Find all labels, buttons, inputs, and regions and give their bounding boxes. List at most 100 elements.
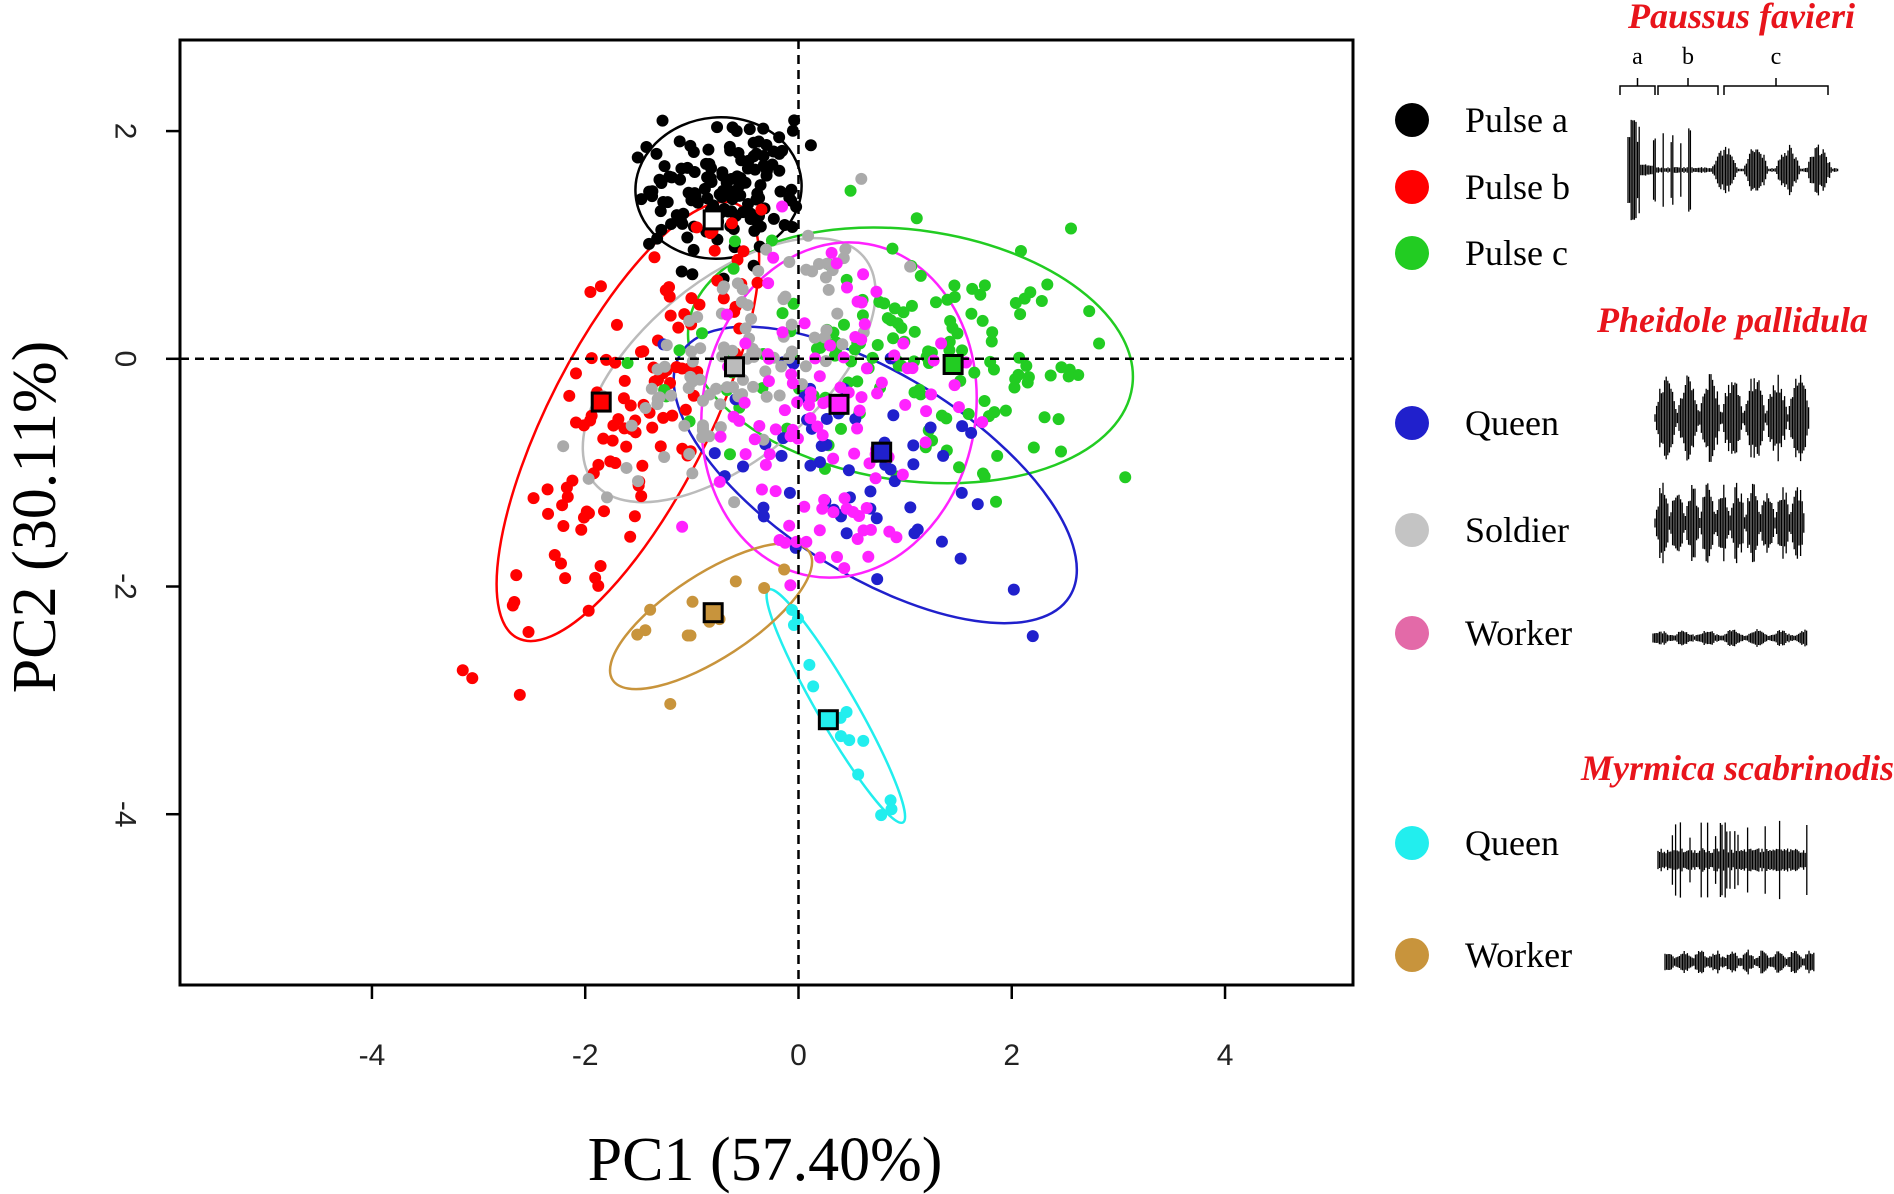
myrmica-scabrinodis-worker-point (729, 575, 742, 588)
pheidole-pallidula-soldier-point (710, 382, 723, 395)
pheidole-pallidula-worker-point (800, 535, 813, 548)
pheidole-pallidula-soldier-point (717, 280, 730, 293)
legend-marker-pulse-a (1395, 103, 1429, 137)
pheidole-pallidula-worker-point (804, 386, 817, 399)
paussus-favieri-pulse-b-point (557, 519, 570, 532)
pheidole-pallidula-queen-point (842, 464, 855, 477)
paussus-favieri-pulse-a-point (757, 159, 770, 172)
pheidole-pallidula-queen-point (783, 486, 796, 499)
paussus-favieri-pulse-b-point (612, 413, 625, 426)
paussus-favieri-pulse-a-point (783, 191, 796, 204)
paussus-favieri-pulse-c-point (1012, 368, 1025, 381)
paussus-favieri-pulse-a-point (640, 141, 653, 154)
paussus-favieri-pulse-b-point (751, 276, 764, 289)
pheidole-pallidula-worker-point (739, 448, 752, 461)
pheidole-pallidula-queen-point (757, 501, 770, 514)
pheidole-pallidula-soldier-point (714, 421, 727, 434)
paussus-favieri-pulse-a-point (658, 160, 671, 173)
myrmica-scabrinodis-worker-point (778, 563, 791, 576)
pheidole-pallidula-queen-point (907, 439, 920, 452)
paussus-favieri-pulse-c-point (728, 235, 741, 248)
pheidole-pallidula-queen-point (1026, 630, 1039, 643)
pheidole-pallidula-worker-point (830, 550, 843, 563)
legend-label-worker: Worker (1465, 613, 1572, 653)
pheidole-pallidula-soldier-point (745, 312, 758, 325)
pheidole-pallidula-worker-point (862, 550, 875, 563)
pheidole-pallidula-worker-point (762, 375, 775, 388)
paussus-favieri-pulse-c-point (1119, 471, 1132, 484)
paussus-favieri-pulse-c-point (987, 363, 1000, 376)
myrmica-scabrinodis-queen-point (885, 803, 898, 816)
paussus-favieri-pulse-a-point (635, 193, 648, 206)
myrmica-scabrinodis-worker-point (664, 697, 677, 710)
pheidole-pallidula-worker-point (784, 579, 797, 592)
myrmica-scabrinodis-queen-point (803, 658, 816, 671)
paussus-favieri-pulse-a-point (773, 147, 786, 160)
paussus-favieri-pulse-a-point (701, 192, 714, 205)
pheidole-pallidula-worker-point (769, 423, 782, 436)
paussus-favieri-pulse-c-point (948, 291, 961, 304)
species-title-pheidole-pallidula: Pheidole pallidula (1596, 300, 1868, 340)
paussus-favieri-pulse-c-point (888, 302, 901, 315)
paussus-favieri-pulse-b-centroid (590, 391, 612, 413)
pheidole-pallidula-worker-centroid (828, 393, 850, 415)
paussus-favieri-pulse-c-point (1055, 445, 1068, 458)
paussus-favieri-pulse-a-point (747, 136, 760, 149)
pheidole-pallidula-soldier-point (777, 293, 790, 306)
pheidole-pallidula-soldier-point (726, 344, 739, 357)
pheidole-pallidula-soldier-point (645, 382, 658, 395)
pheidole-pallidula-soldier-point (694, 342, 707, 355)
paussus-favieri-pulse-a-point (701, 171, 714, 184)
pheidole-pallidula-soldier-point (691, 311, 704, 324)
paussus-favieri-pulse-b-point (556, 499, 569, 512)
pheidole-pallidula-soldier-point (759, 365, 772, 378)
pheidole-pallidula-soldier-point (819, 355, 832, 368)
pheidole-pallidula-worker-point (763, 448, 776, 461)
paussus-favieri-pulse-a-point (786, 221, 799, 234)
paussus-favieri-pulse-c-point (873, 295, 886, 308)
pheidole-pallidula-worker-point (713, 475, 726, 488)
paussus-favieri-pulse-a-point (716, 166, 729, 179)
pheidole-pallidula-worker-point (748, 433, 761, 446)
paussus-favieri-pulse-b-point (575, 523, 588, 536)
paussus-favieri-pulse-b-point (610, 318, 623, 331)
paussus-favieri-pulse-b-point (585, 409, 598, 422)
paussus-favieri-pulse-b-point (717, 292, 730, 305)
paussus-favieri-pulse-a-point (734, 171, 747, 184)
pheidole-pallidula-worker-point (721, 308, 734, 321)
paussus-favieri-pulse-b-point (570, 416, 583, 429)
pheidole-pallidula-worker-point (798, 317, 811, 330)
paussus-favieri-pulse-b-point (563, 389, 576, 402)
pheidole-pallidula-soldier-centroid (724, 356, 746, 378)
pheidole-pallidula-soldier-point (651, 398, 664, 411)
pheidole-pallidula-worker-point (733, 414, 746, 427)
myrmica-scabrinodis-queen-point (840, 705, 853, 718)
pheidole-pallidula-soldier-point (808, 331, 821, 344)
myrmica-scabrinodis-worker-centroid (702, 602, 724, 624)
paussus-favieri-pulse-b-point (597, 432, 610, 445)
pheidole-pallidula-queen-centroid (871, 441, 893, 463)
pheidole-pallidula-soldier-point (760, 390, 773, 403)
paussus-favieri-pulse-c-point (1020, 359, 1033, 372)
legend-marker-pulse-b (1395, 170, 1429, 204)
paussus-favieri-pulse-c-point (1044, 369, 1057, 382)
myrmica-scabrinodis-queen-point (875, 809, 888, 822)
y-tick-label: 0 (109, 350, 142, 367)
paussus-favieri-pulse-a-point (656, 114, 669, 127)
myrmica-scabrinodis-queen-point (786, 603, 799, 616)
pheidole-pallidula-soldier-point (819, 271, 832, 284)
paussus-favieri-pulse-c-point (871, 339, 884, 352)
paussus-favieri-pulse-c-point (943, 344, 956, 357)
pheidole-pallidula-worker-point (791, 396, 804, 409)
paussus-favieri-pulse-b-point (672, 321, 685, 334)
pheidole-pallidula-worker-point (786, 423, 799, 436)
pheidole-pallidula-worker-point (858, 318, 871, 331)
paussus-favieri-pulse-a-point (681, 231, 694, 244)
pheidole-pallidula-worker-point (925, 388, 938, 401)
paussus-favieri-pulse-c-point (986, 326, 999, 339)
pheidole-pallidula-soldier-point (752, 265, 765, 278)
pheidole-pallidula-queen-point (775, 449, 788, 462)
myrmica-scabrinodis-worker-point (758, 582, 771, 595)
myrmica-scabrinodis-worker-ellipse (608, 541, 814, 691)
